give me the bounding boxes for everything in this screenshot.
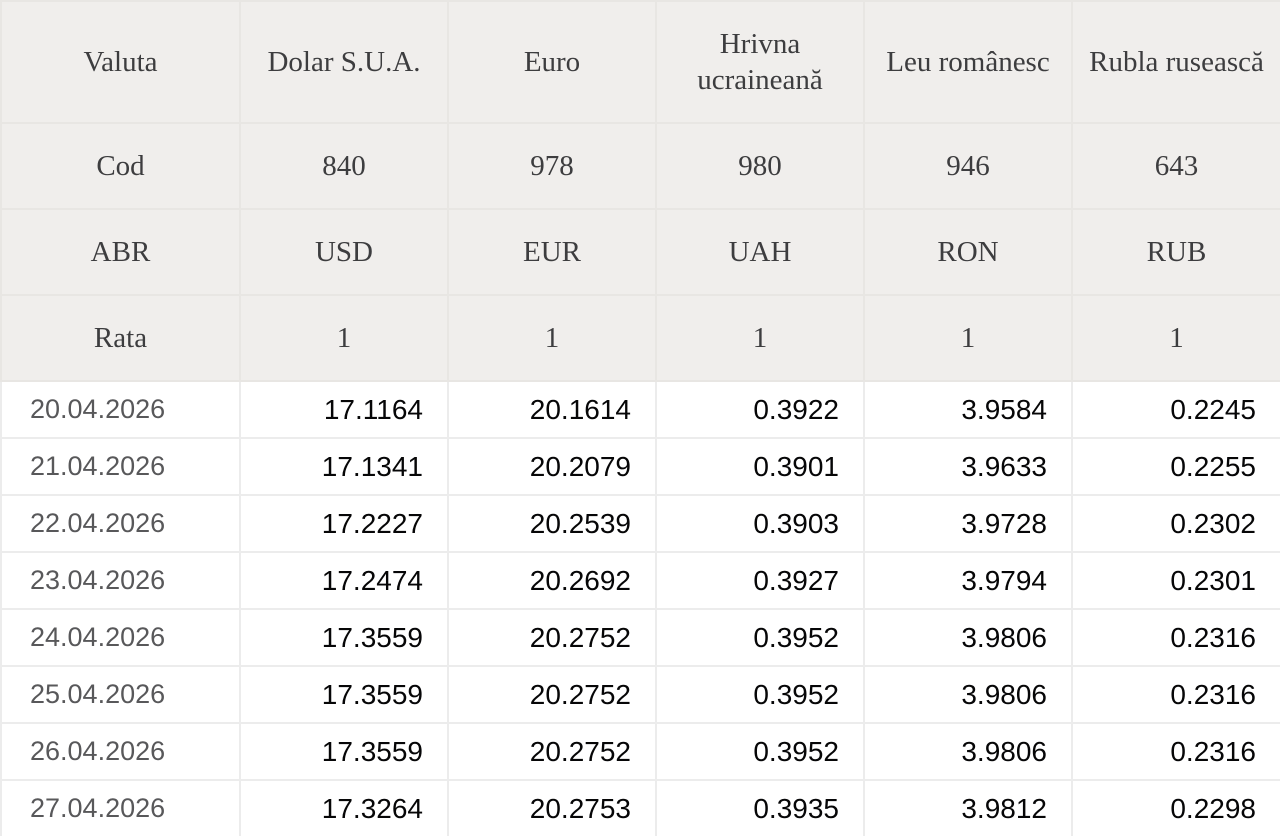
table-row: 20.04.2026 17.1164 20.1614 0.3922 3.9584… [0,380,1280,439]
currency-abbr-cell: UAH [655,208,865,296]
rate-cell-ron: 3.9584 [863,380,1073,439]
rate-cell-ron: 3.9633 [863,437,1073,496]
header-row-label: Rata [0,294,241,382]
table-row: 21.04.2026 17.1341 20.2079 0.3901 3.9633… [0,437,1280,496]
rate-cell-eur: 20.1614 [447,380,657,439]
currency-unit-cell: 1 [863,294,1073,382]
currency-unit-cell: 1 [239,294,449,382]
currency-code-cell: 978 [447,122,657,210]
table-row: 25.04.2026 17.3559 20.2752 0.3952 3.9806… [0,665,1280,724]
rate-cell-ron: 3.9794 [863,551,1073,610]
currency-unit-cell: 1 [447,294,657,382]
rate-cell-usd: 17.1164 [239,380,449,439]
rate-cell-ron: 3.9806 [863,722,1073,781]
currency-code-cell: 643 [1071,122,1280,210]
currency-code-cell: 840 [239,122,449,210]
rate-cell-eur: 20.2752 [447,722,657,781]
header-row-rata: Rata 1 1 1 1 1 [0,294,1280,382]
rate-cell-uah: 0.3927 [655,551,865,610]
header-row-label: Valuta [0,0,241,124]
header-row-valuta: Valuta Dolar S.U.A. Euro Hrivna ucrainea… [0,0,1280,124]
table-row: 27.04.2026 17.3264 20.2753 0.3935 3.9812… [0,779,1280,836]
currency-name-cell: Euro [447,0,657,124]
currency-name-cell: Leu românesc [863,0,1073,124]
date-cell: 27.04.2026 [0,779,241,836]
table-row: 26.04.2026 17.3559 20.2752 0.3952 3.9806… [0,722,1280,781]
table-row: 22.04.2026 17.2227 20.2539 0.3903 3.9728… [0,494,1280,553]
date-cell: 26.04.2026 [0,722,241,781]
currency-abbr-cell: EUR [447,208,657,296]
currency-unit-cell: 1 [655,294,865,382]
rate-cell-uah: 0.3922 [655,380,865,439]
date-cell: 25.04.2026 [0,665,241,724]
rate-cell-eur: 20.2539 [447,494,657,553]
header-row-cod: Cod 840 978 980 946 643 [0,122,1280,210]
rate-cell-usd: 17.3559 [239,722,449,781]
rate-cell-uah: 0.3901 [655,437,865,496]
currency-abbr-cell: USD [239,208,449,296]
rate-cell-eur: 20.2753 [447,779,657,836]
currency-name-cell: Dolar S.U.A. [239,0,449,124]
rate-cell-usd: 17.2474 [239,551,449,610]
rate-cell-uah: 0.3952 [655,722,865,781]
header-row-label: ABR [0,208,241,296]
rate-cell-uah: 0.3935 [655,779,865,836]
rate-cell-uah: 0.3952 [655,665,865,724]
currency-name-cell: Hrivna ucraineană [655,0,865,124]
rate-cell-uah: 0.3952 [655,608,865,667]
rate-cell-uah: 0.3903 [655,494,865,553]
rate-cell-eur: 20.2079 [447,437,657,496]
rate-cell-eur: 20.2692 [447,551,657,610]
rate-cell-eur: 20.2752 [447,608,657,667]
rate-cell-ron: 3.9728 [863,494,1073,553]
date-cell: 20.04.2026 [0,380,241,439]
rate-cell-ron: 3.9812 [863,779,1073,836]
rate-cell-ron: 3.9806 [863,665,1073,724]
rate-cell-eur: 20.2752 [447,665,657,724]
table-row: 23.04.2026 17.2474 20.2692 0.3927 3.9794… [0,551,1280,610]
currency-abbr-cell: RON [863,208,1073,296]
rate-cell-rub: 0.2302 [1071,494,1280,553]
currency-unit-cell: 1 [1071,294,1280,382]
date-cell: 22.04.2026 [0,494,241,553]
currency-code-cell: 946 [863,122,1073,210]
table-row: 24.04.2026 17.3559 20.2752 0.3952 3.9806… [0,608,1280,667]
rate-cell-ron: 3.9806 [863,608,1073,667]
rate-cell-usd: 17.1341 [239,437,449,496]
rate-cell-usd: 17.3559 [239,608,449,667]
header-row-label: Cod [0,122,241,210]
date-cell: 23.04.2026 [0,551,241,610]
rate-cell-usd: 17.2227 [239,494,449,553]
date-cell: 21.04.2026 [0,437,241,496]
header-row-abr: ABR USD EUR UAH RON RUB [0,208,1280,296]
currency-name-cell: Rubla rusească [1071,0,1280,124]
rate-cell-usd: 17.3559 [239,665,449,724]
date-cell: 24.04.2026 [0,608,241,667]
currency-code-cell: 980 [655,122,865,210]
rate-cell-rub: 0.2298 [1071,779,1280,836]
rate-cell-usd: 17.3264 [239,779,449,836]
rate-cell-rub: 0.2301 [1071,551,1280,610]
rate-cell-rub: 0.2316 [1071,665,1280,724]
rate-cell-rub: 0.2245 [1071,380,1280,439]
rate-cell-rub: 0.2316 [1071,608,1280,667]
rate-cell-rub: 0.2316 [1071,722,1280,781]
currency-abbr-cell: RUB [1071,208,1280,296]
rate-cell-rub: 0.2255 [1071,437,1280,496]
